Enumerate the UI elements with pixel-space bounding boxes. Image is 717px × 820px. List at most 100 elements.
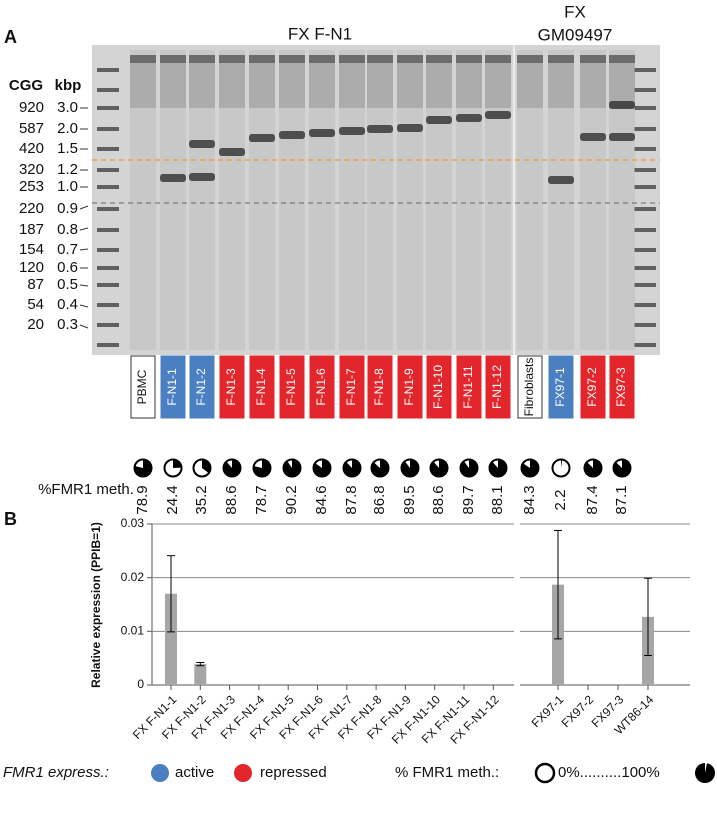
meth-pie bbox=[401, 459, 419, 477]
ladder-kbp: 3.0 bbox=[57, 99, 78, 116]
y-axis-title: Relative expression (PPIB=1) bbox=[89, 522, 103, 688]
lane-label: F-N1-5 bbox=[284, 368, 298, 406]
gel-smear bbox=[309, 50, 335, 350]
gel-well bbox=[249, 55, 275, 63]
gel-band bbox=[397, 124, 423, 132]
lane-label: F-N1-2 bbox=[194, 368, 208, 406]
gel-band bbox=[609, 101, 635, 109]
gel-band bbox=[219, 148, 245, 156]
gel-top-smear bbox=[548, 63, 574, 108]
y-tick-label: 0.03 bbox=[121, 516, 145, 530]
ladder-tick bbox=[79, 227, 89, 231]
ladder-band bbox=[634, 303, 656, 307]
gel-top-smear bbox=[189, 63, 215, 108]
gel-well bbox=[309, 55, 335, 63]
ladder-kbp: 1.0 bbox=[57, 178, 78, 195]
lane-label: FX97-3 bbox=[614, 367, 628, 407]
ladder-band bbox=[97, 303, 119, 307]
meth-pie bbox=[202, 459, 211, 474]
ladder-kbp: 0.6 bbox=[57, 259, 78, 276]
ladder-kbp: 0.4 bbox=[57, 296, 78, 313]
meth-value: 88.6 bbox=[430, 485, 447, 514]
ladder-band bbox=[97, 228, 119, 232]
gel-top-smear bbox=[456, 63, 482, 108]
gel-smear bbox=[397, 50, 423, 350]
lane-label: F-N1-8 bbox=[372, 368, 386, 406]
ladder-band bbox=[634, 207, 656, 211]
group-title: GM09497 bbox=[538, 25, 613, 44]
gel-smear bbox=[339, 50, 365, 350]
lane-label-box bbox=[548, 355, 574, 419]
ladder-cgg: 120 bbox=[19, 259, 44, 276]
ladder-band bbox=[634, 127, 656, 131]
meth-pie bbox=[134, 459, 152, 477]
gel-smear bbox=[485, 50, 511, 350]
lane-label-box bbox=[219, 355, 245, 419]
meth-pie bbox=[173, 459, 182, 468]
lane-label: F-N1-3 bbox=[224, 368, 238, 406]
group-title: FX bbox=[564, 2, 586, 21]
gel-lanes bbox=[97, 50, 656, 350]
ladder-cgg: 587 bbox=[19, 120, 44, 137]
legend-title: % FMR1 meth.: bbox=[395, 764, 499, 781]
gel-top-smear bbox=[580, 63, 606, 108]
gel-well bbox=[219, 55, 245, 63]
meth-value: 87.4 bbox=[584, 485, 601, 514]
meth-pie bbox=[613, 459, 631, 477]
gel-well bbox=[367, 55, 393, 63]
meth-value: 89.5 bbox=[401, 485, 418, 514]
y-tick-label: 0.02 bbox=[121, 570, 145, 584]
meth-pie bbox=[460, 459, 478, 477]
lane-label-box bbox=[485, 355, 511, 419]
ladder-cgg: 187 bbox=[19, 221, 44, 238]
gel-smear bbox=[548, 50, 574, 350]
meth-value: 84.6 bbox=[313, 485, 330, 514]
lane-label-box bbox=[160, 355, 186, 419]
meth-pie bbox=[561, 459, 563, 468]
ladder-band bbox=[634, 266, 656, 270]
meth-pie bbox=[430, 459, 448, 477]
gel-smear bbox=[249, 50, 275, 350]
ladder-band bbox=[97, 106, 119, 110]
ladder-kbp: 0.7 bbox=[57, 241, 78, 258]
legend-swatch bbox=[151, 764, 169, 782]
gel-well bbox=[397, 55, 423, 63]
y-tick-label: 0 bbox=[137, 677, 144, 691]
lane-label-box bbox=[339, 355, 365, 419]
gel-well bbox=[609, 55, 635, 63]
gel-top-smear bbox=[426, 63, 452, 108]
meth-pie bbox=[253, 459, 271, 477]
ladder-cgg: 154 bbox=[19, 241, 44, 258]
ladder-band bbox=[634, 323, 656, 327]
gel-top-smear bbox=[130, 63, 156, 108]
gel-top-smear bbox=[485, 63, 511, 108]
bar bbox=[165, 593, 177, 685]
gel-well bbox=[130, 55, 156, 63]
gel-top-smear bbox=[397, 63, 423, 108]
meth-value: 86.8 bbox=[371, 485, 388, 514]
lane-label: F-N1-10 bbox=[431, 365, 445, 409]
gel-band bbox=[160, 174, 186, 182]
gel-top-smear bbox=[219, 63, 245, 108]
lane-label: F-N1-12 bbox=[490, 365, 504, 409]
ladder-band bbox=[634, 248, 656, 252]
gel-band bbox=[189, 173, 215, 181]
ladder-cgg: 20 bbox=[27, 316, 44, 333]
lane-label-box bbox=[279, 355, 305, 419]
meth-pie bbox=[283, 459, 301, 477]
ladder-band bbox=[97, 185, 119, 189]
meth-value: 88.1 bbox=[489, 485, 506, 514]
gel-well bbox=[160, 55, 186, 63]
ladder-kbp: 1.2 bbox=[57, 161, 78, 178]
lane-label: F-N1-6 bbox=[314, 368, 328, 406]
gel-smear bbox=[609, 50, 635, 350]
gel-well bbox=[189, 55, 215, 63]
gel-band bbox=[249, 134, 275, 142]
ladder-tick bbox=[79, 248, 89, 251]
gel-well bbox=[517, 55, 543, 63]
legend-scale: 0%..........100% bbox=[558, 764, 660, 781]
meth-value: 78.9 bbox=[134, 485, 151, 514]
ladder-band bbox=[97, 88, 119, 92]
gel-top-smear bbox=[517, 63, 543, 108]
gel-top-smear bbox=[609, 63, 635, 108]
